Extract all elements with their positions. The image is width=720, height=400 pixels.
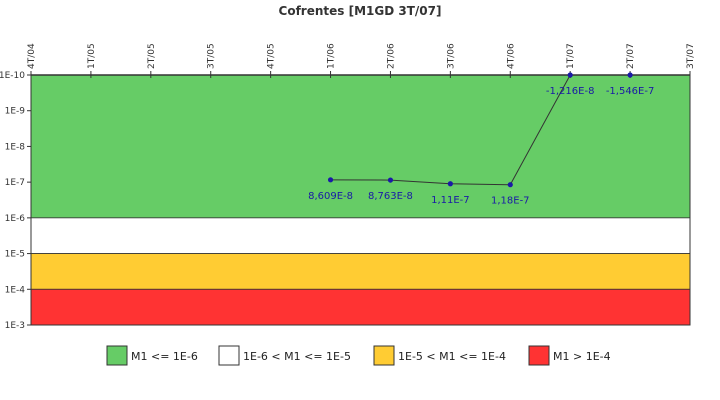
y-tick-label: 1E-7 bbox=[5, 178, 25, 188]
x-tick-label: 4T/05 bbox=[267, 43, 277, 69]
data-label: -1,546E-7 bbox=[606, 86, 655, 97]
data-label: 1,11E-7 bbox=[431, 195, 470, 206]
legend-label: 1E-5 < M1 <= 1E-4 bbox=[398, 350, 506, 363]
band-0 bbox=[30, 74, 691, 219]
x-tick-label: 3T/06 bbox=[446, 43, 456, 69]
band-1 bbox=[30, 217, 691, 254]
x-tick-label: 1T/05 bbox=[87, 43, 97, 69]
x-tick-label: 3T/05 bbox=[207, 43, 217, 69]
band-3 bbox=[30, 288, 691, 326]
data-label: 1,18E-7 bbox=[491, 196, 530, 207]
risk-bands bbox=[30, 74, 691, 326]
x-tick-label: 2T/07 bbox=[626, 43, 636, 69]
x-tick-label: 1T/06 bbox=[327, 43, 337, 69]
x-tick-label: 4T/06 bbox=[506, 43, 516, 69]
legend-label: 1E-6 < M1 <= 1E-5 bbox=[243, 350, 351, 363]
data-label: 8,609E-8 bbox=[308, 191, 353, 202]
legend-label: M1 <= 1E-6 bbox=[131, 350, 198, 363]
x-tick-label: 2T/06 bbox=[386, 43, 396, 69]
y-tick-label: 1E-6 bbox=[5, 214, 26, 224]
data-series: 8,609E-8 8,763E-8 1,11E-7 1,18E-7 -1,216E-8-… bbox=[308, 72, 655, 207]
legend-swatch bbox=[106, 345, 128, 366]
y-tick-label: 1E-8 bbox=[5, 142, 26, 152]
y-tick-label: 1E-10 bbox=[0, 71, 25, 81]
data-point bbox=[567, 72, 573, 78]
data-label: 8,763E-8 bbox=[368, 191, 413, 202]
data-point bbox=[627, 72, 633, 78]
data-label: -1,216E-8 bbox=[546, 86, 595, 97]
y-axis: 1E-10 1E-9 1E-8 1E-7 1E-6 1E-5 1E-4 1E-3 bbox=[0, 71, 31, 331]
series-line bbox=[330, 74, 631, 186]
x-axis: 4T/04 1T/05 2T/05 3T/05 4T/05 1T/06 2T/06 3T/06… bbox=[27, 43, 696, 78]
legend-swatch bbox=[528, 345, 550, 366]
x-tick-label: 1T/07 bbox=[566, 43, 576, 69]
legend-swatch bbox=[218, 345, 240, 366]
data-point bbox=[507, 182, 513, 188]
data-point bbox=[447, 181, 453, 187]
y-tick-label: 1E-3 bbox=[5, 321, 25, 331]
y-tick-label: 1E-5 bbox=[5, 250, 25, 260]
legend: M1 <= 1E-6 1E-6 < M1 <= 1E-5 1E-5 < M1 <= … bbox=[106, 345, 611, 366]
y-tick-label: 1E-9 bbox=[5, 107, 26, 117]
legend-swatch bbox=[373, 345, 395, 366]
data-point bbox=[387, 177, 394, 183]
x-tick-label: 3T/07 bbox=[686, 43, 696, 69]
band-2 bbox=[30, 253, 691, 290]
x-tick-label: 4T/04 bbox=[27, 43, 37, 69]
data-point bbox=[327, 177, 334, 183]
y-tick-label: 1E-4 bbox=[5, 285, 26, 295]
chart-title: Cofrentes [M1GD 3T/07] bbox=[279, 4, 442, 18]
x-tick-label: 2T/05 bbox=[147, 43, 157, 69]
legend-label: M1 > 1E-4 bbox=[553, 350, 611, 363]
